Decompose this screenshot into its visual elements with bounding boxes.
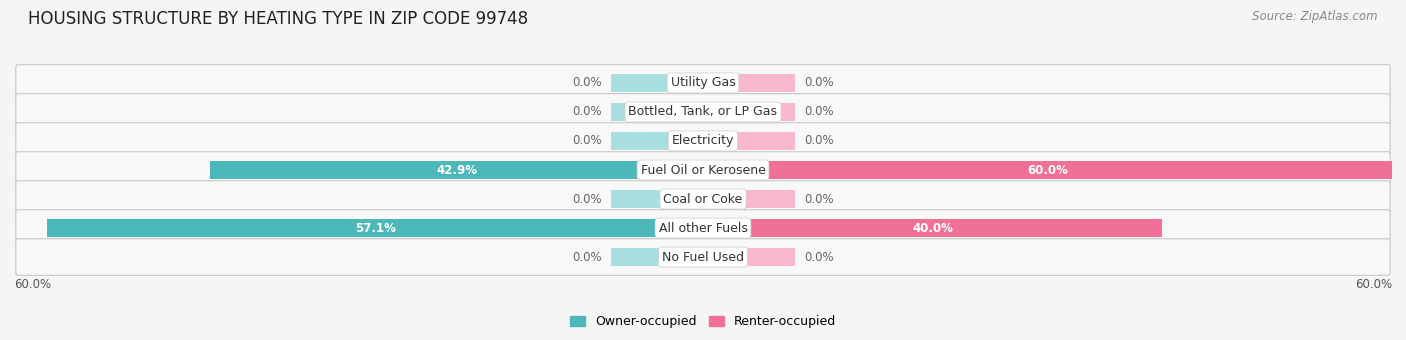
Text: No Fuel Used: No Fuel Used — [662, 251, 744, 264]
Text: 0.0%: 0.0% — [572, 192, 602, 205]
FancyBboxPatch shape — [15, 94, 1391, 130]
Text: Fuel Oil or Kerosene: Fuel Oil or Kerosene — [641, 164, 765, 176]
FancyBboxPatch shape — [15, 181, 1391, 217]
Text: 40.0%: 40.0% — [912, 222, 953, 235]
Text: 0.0%: 0.0% — [572, 251, 602, 264]
Bar — [703, 132, 794, 150]
Text: 0.0%: 0.0% — [804, 192, 834, 205]
Text: Utility Gas: Utility Gas — [671, 76, 735, 89]
Text: 0.0%: 0.0% — [804, 76, 834, 89]
FancyBboxPatch shape — [15, 123, 1391, 159]
FancyBboxPatch shape — [15, 65, 1391, 101]
Text: 60.0%: 60.0% — [1026, 164, 1069, 176]
Bar — [612, 248, 703, 266]
FancyBboxPatch shape — [15, 210, 1391, 246]
Bar — [703, 190, 794, 208]
Text: Source: ZipAtlas.com: Source: ZipAtlas.com — [1253, 10, 1378, 23]
Bar — [703, 219, 1163, 237]
Bar — [703, 161, 1392, 179]
Text: All other Fuels: All other Fuels — [658, 222, 748, 235]
Legend: Owner-occupied, Renter-occupied: Owner-occupied, Renter-occupied — [565, 310, 841, 334]
Text: 0.0%: 0.0% — [804, 251, 834, 264]
Text: 60.0%: 60.0% — [14, 278, 51, 291]
Bar — [612, 190, 703, 208]
Text: 42.9%: 42.9% — [436, 164, 477, 176]
Text: Coal or Coke: Coal or Coke — [664, 192, 742, 205]
Text: Electricity: Electricity — [672, 135, 734, 148]
FancyBboxPatch shape — [15, 152, 1391, 188]
Text: 0.0%: 0.0% — [804, 135, 834, 148]
Text: 0.0%: 0.0% — [572, 76, 602, 89]
Text: 0.0%: 0.0% — [572, 135, 602, 148]
Text: 0.0%: 0.0% — [804, 105, 834, 118]
Bar — [612, 132, 703, 150]
Bar — [703, 103, 794, 121]
Text: 60.0%: 60.0% — [1355, 278, 1392, 291]
Text: 0.0%: 0.0% — [572, 105, 602, 118]
Text: 57.1%: 57.1% — [354, 222, 395, 235]
Bar — [612, 74, 703, 92]
Bar — [703, 248, 794, 266]
Bar — [48, 219, 703, 237]
Text: HOUSING STRUCTURE BY HEATING TYPE IN ZIP CODE 99748: HOUSING STRUCTURE BY HEATING TYPE IN ZIP… — [28, 10, 529, 28]
Bar — [612, 103, 703, 121]
Bar — [703, 74, 794, 92]
FancyBboxPatch shape — [15, 239, 1391, 275]
Text: Bottled, Tank, or LP Gas: Bottled, Tank, or LP Gas — [628, 105, 778, 118]
Bar — [211, 161, 703, 179]
